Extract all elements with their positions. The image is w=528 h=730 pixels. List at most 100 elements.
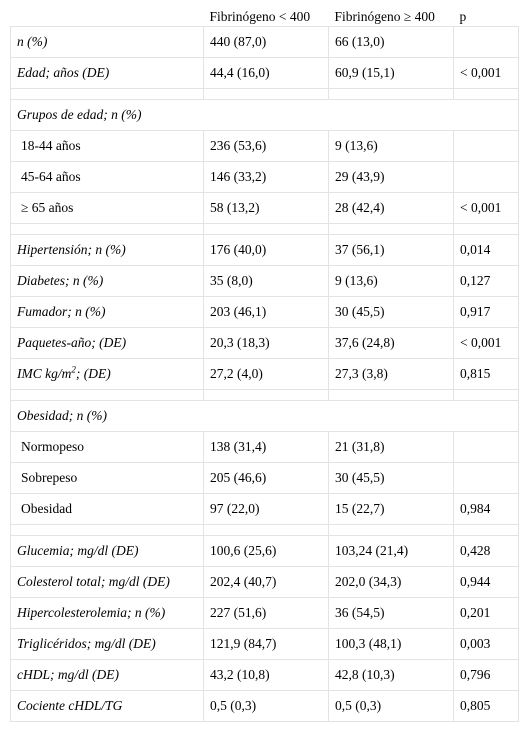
cell-low: 0,5 (0,3): [203, 690, 329, 722]
row-label: Paquetes-año; (DE): [10, 327, 204, 359]
cell-high: 0,5 (0,3): [328, 690, 454, 722]
row-label: Triglicéridos; mg/dl (DE): [10, 628, 204, 660]
cell-low: 202,4 (40,7): [203, 566, 329, 598]
imc-label-suffix: ; (DE): [75, 366, 111, 381]
cell-low: 20,3 (18,3): [203, 327, 329, 359]
row-label: Glucemia; mg/dl (DE): [10, 535, 204, 567]
cell-p: [453, 161, 519, 193]
table-row-obesidad: Obesidad 97 (22,0) 15 (22,7) 0,984: [10, 493, 519, 525]
row-label: ≥ 65 años: [10, 192, 204, 224]
row-label: 18-44 años: [10, 130, 204, 162]
cell-high: 37 (56,1): [328, 234, 454, 266]
cell-p: [453, 462, 519, 494]
cell-low: 35 (8,0): [203, 265, 329, 297]
cell-low: 100,6 (25,6): [203, 535, 329, 567]
cell-low: 440 (87,0): [203, 26, 329, 58]
cell-low: 97 (22,0): [203, 493, 329, 525]
imc-label-superscript: 2: [71, 364, 76, 375]
cell-low: 203 (46,1): [203, 296, 329, 328]
table-row-chdl: cHDL; mg/dl (DE) 43,2 (10,8) 42,8 (10,3)…: [10, 659, 519, 691]
cell-p: 0,917: [453, 296, 519, 328]
cell-p: < 0,001: [453, 192, 519, 224]
row-label: Diabetes; n (%): [10, 265, 204, 297]
table-row-normopeso: Normopeso 138 (31,4) 21 (31,8): [10, 431, 519, 463]
row-label: cHDL; mg/dl (DE): [10, 659, 204, 691]
row-label: Edad; años (DE): [10, 57, 204, 89]
data-table: Fibrinógeno < 400 Fibrinógeno ≥ 400 p n …: [10, 5, 519, 722]
group-heading: Obesidad; n (%): [10, 400, 519, 432]
spacer-row: [10, 524, 519, 536]
table-row-sobrepeso: Sobrepeso 205 (46,6) 30 (45,5): [10, 462, 519, 494]
cell-high: 30 (45,5): [328, 296, 454, 328]
cell-high: 15 (22,7): [328, 493, 454, 525]
cell-high: 42,8 (10,3): [328, 659, 454, 691]
cell-high: 30 (45,5): [328, 462, 454, 494]
row-label: n (%): [10, 26, 204, 58]
table-row-n: n (%) 440 (87,0) 66 (13,0): [10, 26, 519, 58]
table-row-45-64: 45-64 años 146 (33,2) 29 (43,9): [10, 161, 519, 193]
table-row-diabetes: Diabetes; n (%) 35 (8,0) 9 (13,6) 0,127: [10, 265, 519, 297]
cell-high: 27,3 (3,8): [328, 358, 454, 390]
cell-low: 236 (53,6): [203, 130, 329, 162]
row-label: Obesidad: [10, 493, 204, 525]
row-label: Fumador; n (%): [10, 296, 204, 328]
table-row-paquetes: Paquetes-año; (DE) 20,3 (18,3) 37,6 (24,…: [10, 327, 519, 359]
row-label: Normopeso: [10, 431, 204, 463]
cell-low: 27,2 (4,0): [203, 358, 329, 390]
cell-p: < 0,001: [453, 327, 519, 359]
cell-low: 44,4 (16,0): [203, 57, 329, 89]
row-label: Cociente cHDL/TG: [10, 690, 204, 722]
cell-p: 0,003: [453, 628, 519, 660]
table-row-imc: IMC kg/m2; (DE) 27,2 (4,0) 27,3 (3,8) 0,…: [10, 358, 519, 390]
cell-p: < 0,001: [453, 57, 519, 89]
group-heading: Grupos de edad; n (%): [10, 99, 519, 131]
table-row-grupos-edad: Grupos de edad; n (%): [10, 99, 519, 131]
cell-low: 176 (40,0): [203, 234, 329, 266]
cell-low: 227 (51,6): [203, 597, 329, 629]
table-row-18-44: 18-44 años 236 (53,6) 9 (13,6): [10, 130, 519, 162]
cell-p: 0,796: [453, 659, 519, 691]
cell-low: 43,2 (10,8): [203, 659, 329, 691]
cell-high: 37,6 (24,8): [328, 327, 454, 359]
cell-high: 21 (31,8): [328, 431, 454, 463]
cell-p: 0,014: [453, 234, 519, 266]
cell-p: 0,428: [453, 535, 519, 567]
table-row-glucemia: Glucemia; mg/dl (DE) 100,6 (25,6) 103,24…: [10, 535, 519, 567]
cell-p: [453, 130, 519, 162]
cell-p: 0,944: [453, 566, 519, 598]
cell-high: 36 (54,5): [328, 597, 454, 629]
cell-high: 202,0 (34,3): [328, 566, 454, 598]
cell-high: 9 (13,6): [328, 130, 454, 162]
header-fibrinogeno-low: Fibrinógeno < 400: [209, 9, 311, 24]
cell-p: 0,815: [453, 358, 519, 390]
table-row-trigliceridos: Triglicéridos; mg/dl (DE) 121,9 (84,7) 1…: [10, 628, 519, 660]
row-label: Hipercolesterolemia; n (%): [10, 597, 204, 629]
cell-low: 146 (33,2): [203, 161, 329, 193]
cell-high: 66 (13,0): [328, 26, 454, 58]
table-row-edad: Edad; años (DE) 44,4 (16,0) 60,9 (15,1) …: [10, 57, 519, 89]
header-row: Fibrinógeno < 400 Fibrinógeno ≥ 400 p: [11, 5, 519, 27]
cell-p: [453, 431, 519, 463]
row-label: IMC kg/m2; (DE): [10, 358, 204, 390]
cell-low: 121,9 (84,7): [203, 628, 329, 660]
cell-p: 0,805: [453, 690, 519, 722]
cell-high: 100,3 (48,1): [328, 628, 454, 660]
spacer-row: [10, 88, 519, 100]
cell-low: 58 (13,2): [203, 192, 329, 224]
cell-low: 138 (31,4): [203, 431, 329, 463]
spacer-row: [10, 389, 519, 401]
header-p-value: p: [459, 9, 467, 24]
cell-high: 28 (42,4): [328, 192, 454, 224]
cell-p: 0,984: [453, 493, 519, 525]
header-empty-cell: [11, 5, 204, 27]
table-row-hipercolesterolemia: Hipercolesterolemia; n (%) 227 (51,6) 36…: [10, 597, 519, 629]
cell-high: 9 (13,6): [328, 265, 454, 297]
row-label: Hipertensión; n (%): [10, 234, 204, 266]
row-label: Colesterol total; mg/dl (DE): [10, 566, 204, 598]
table-row-65: ≥ 65 años 58 (13,2) 28 (42,4) < 0,001: [10, 192, 519, 224]
imc-label-text: IMC kg/m: [17, 366, 72, 381]
cell-p: 0,201: [453, 597, 519, 629]
table-header: Fibrinógeno < 400 Fibrinógeno ≥ 400 p: [11, 5, 519, 27]
table-row-colesterol: Colesterol total; mg/dl (DE) 202,4 (40,7…: [10, 566, 519, 598]
